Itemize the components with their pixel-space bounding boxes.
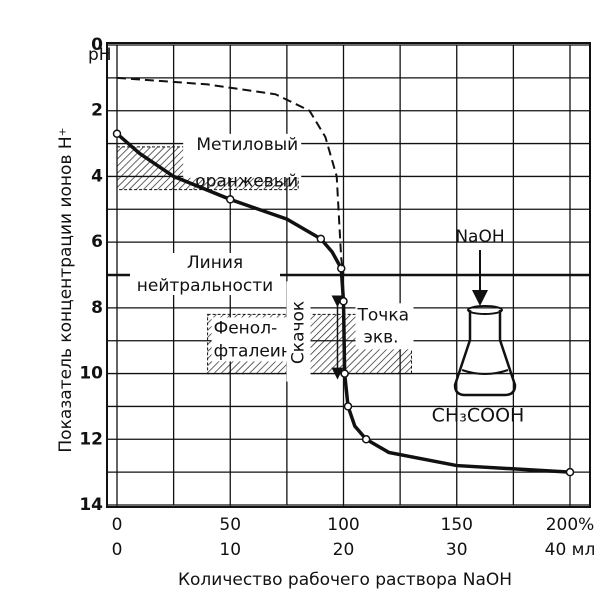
data-point <box>336 264 346 273</box>
y-tick-label: 4 <box>91 166 103 186</box>
x-tick-label: 0 <box>112 515 123 535</box>
flask-reagent: NaOH <box>455 227 504 247</box>
band-label: фталеин <box>214 341 292 361</box>
neutral-label: нейтральности <box>137 276 273 296</box>
label-bg <box>183 133 302 178</box>
data-point <box>339 297 348 306</box>
y-unit: pH <box>88 45 112 65</box>
label-bg <box>286 281 311 382</box>
x-tick-label: 200% <box>546 515 595 535</box>
data-point <box>343 402 353 411</box>
data-point <box>361 435 371 444</box>
x-tick-label: 50 <box>219 515 241 535</box>
band-label: Фенол- <box>214 318 278 338</box>
label-bg <box>211 317 297 362</box>
line-series <box>115 132 571 474</box>
x-tick-label: 100 <box>327 515 359 535</box>
y-axis-label: Показатель концентрации ионов H⁺ <box>56 127 76 452</box>
x2-tick-label: 0 <box>112 540 123 560</box>
x2-tick-label: 20 <box>333 540 355 560</box>
y-tick-label: 8 <box>91 298 103 318</box>
line-series <box>116 76 345 276</box>
band-label: оранжевый <box>195 172 298 192</box>
data-point <box>340 369 349 378</box>
label-bg <box>130 253 280 295</box>
y-tick-label: 6 <box>91 232 103 252</box>
data-point <box>565 467 575 477</box>
data-point <box>226 195 235 204</box>
y-tick-label: 14 <box>79 495 103 515</box>
x2-tick-label: 30 <box>446 540 468 560</box>
flask-content: CH₃COOH <box>432 405 525 427</box>
data-point <box>112 129 122 138</box>
data-point <box>316 234 326 244</box>
equivalence-label: Точка <box>357 305 410 325</box>
equivalence-label: экв. <box>364 327 399 347</box>
x-axis-label: Количество рабочего раствора NaOH <box>178 570 512 590</box>
jump-label: Скачок <box>289 301 309 364</box>
neutral-label: Линия <box>187 253 243 273</box>
x-tick-label: 150 <box>441 515 473 535</box>
y-tick-label: 12 <box>79 429 103 449</box>
y-tick-label: 0 <box>91 35 103 55</box>
y-tick-label: 2 <box>91 101 103 121</box>
label-bg <box>355 303 414 350</box>
y-tick-label: 10 <box>79 364 103 384</box>
x2-tick-label: 40 мл <box>545 540 596 560</box>
x2-tick-label: 10 <box>219 540 241 560</box>
band-label: Метиловый <box>196 135 298 155</box>
